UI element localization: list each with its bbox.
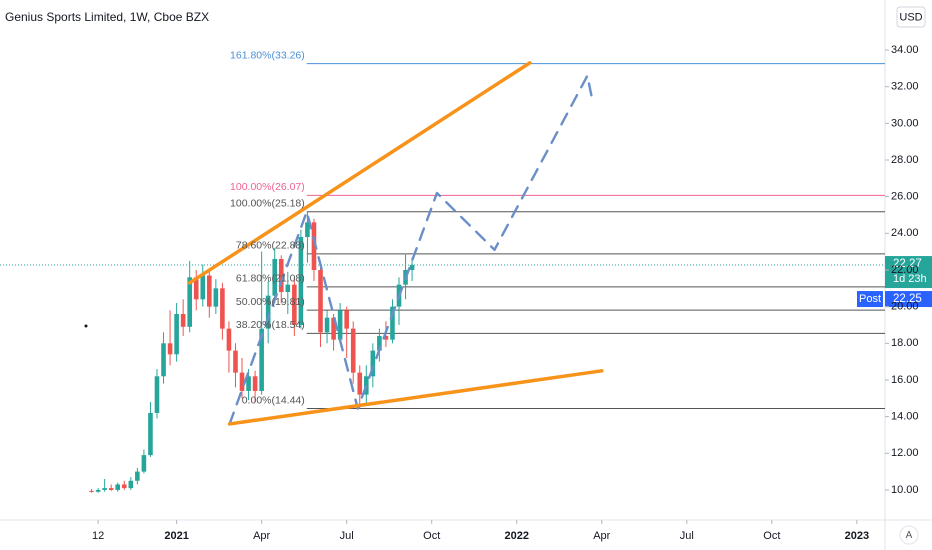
last-price-box (885, 256, 932, 289)
candle-body (128, 480, 134, 489)
candle-body (167, 343, 173, 355)
candle-body (265, 295, 271, 329)
y-tick-label: 22.00 (891, 264, 919, 276)
fib-level-label: 0.00%(14.44) (242, 394, 305, 406)
candle-body (278, 258, 284, 292)
projection-path (228, 74, 594, 426)
y-tick-label: 20.00 (891, 301, 919, 313)
candle-body (115, 484, 121, 490)
x-tick-label: Jul (340, 530, 354, 542)
x-tick-label: Oct (763, 530, 780, 542)
x-tick-label: Oct (423, 530, 440, 542)
fib-level-label: 50.00%(19.81) (236, 296, 305, 308)
candle-body (200, 275, 206, 300)
fib-level-label: 161.80%(33.26) (230, 49, 305, 61)
candle-body (239, 372, 245, 391)
currency-label[interactable]: USD (899, 11, 922, 23)
y-tick-label: 34.00 (891, 44, 919, 56)
candle-body (311, 222, 317, 270)
post-price-label: 22.25 (893, 293, 922, 305)
last-price-label: 22.27 (893, 258, 922, 270)
candle-body (220, 288, 225, 329)
y-tick-label: 28.00 (891, 154, 919, 166)
x-tick-label: 2022 (504, 530, 528, 542)
y-tick-label: 24.00 (891, 227, 919, 239)
candle-body (95, 489, 101, 492)
candle-body (331, 317, 336, 340)
y-tick-label: 30.00 (891, 117, 919, 129)
chart-title: Genius Sports Limited, 1W, Cboe BZX (5, 10, 209, 24)
candle-body (377, 335, 382, 351)
candle-body (259, 328, 264, 391)
lower-trendline (227, 369, 604, 426)
fib-level-label: 38.20%(18.54) (236, 319, 305, 331)
candle-body (252, 376, 258, 391)
y-tick-label: 14.00 (891, 411, 919, 423)
upper-trendline (187, 61, 532, 285)
candle-body (246, 376, 251, 391)
candle-body (161, 343, 166, 377)
y-tick-label: 12.00 (891, 447, 919, 459)
x-tick-label: Apr (593, 530, 610, 542)
candle-body (187, 277, 192, 327)
y-tick-label: 26.00 (891, 191, 919, 203)
candle-body (135, 471, 140, 481)
candle-body (233, 350, 238, 373)
candle-body (207, 275, 212, 307)
candle-body (292, 284, 297, 325)
candle-body (89, 490, 94, 492)
y-tick-label: 10.00 (891, 484, 919, 496)
candle-body (318, 269, 323, 333)
y-tick-label: 16.00 (891, 374, 919, 386)
x-tick-label: 2021 (164, 530, 188, 542)
candle-body (193, 277, 199, 300)
candle-body (324, 317, 330, 333)
candle-body (180, 313, 186, 327)
candle-body (337, 310, 343, 340)
candle-body (108, 488, 114, 490)
auto-scale-button[interactable] (899, 525, 919, 545)
y-tick-label: 18.00 (891, 337, 919, 349)
currency-button[interactable] (896, 6, 926, 28)
marker-dot (84, 324, 88, 328)
candle-body (213, 288, 219, 307)
x-tick-label: 12 (92, 530, 104, 542)
candle-body (272, 258, 278, 296)
candle-body (285, 284, 291, 292)
candle-body (102, 488, 107, 490)
candle-body (409, 265, 415, 270)
candle-body (298, 236, 304, 325)
candle-body (344, 310, 349, 329)
fib-level-label: 61.80%(21.08) (236, 273, 305, 285)
candle-body (121, 484, 127, 489)
candle-body (370, 350, 376, 377)
x-tick-label: Apr (253, 530, 270, 542)
candle-body (383, 335, 389, 340)
x-tick-label: Jul (680, 530, 694, 542)
post-price-box (885, 291, 932, 308)
candle-body (141, 455, 147, 472)
candle-body (350, 328, 356, 373)
candle-body (174, 313, 179, 355)
candle-body (154, 376, 160, 413)
candle-body (357, 372, 363, 395)
fib-level-label: 100.00%(25.18) (230, 197, 305, 209)
candle-body (305, 222, 310, 237)
fib-level-label: 78.60%(22.88) (236, 240, 305, 252)
candle-body (390, 306, 395, 340)
fib-level-label: 100.00%(26.07) (230, 181, 305, 193)
candle-body (226, 328, 232, 351)
countdown-label: 1d 23h (893, 273, 927, 285)
auto-scale-label[interactable]: A (906, 530, 913, 541)
candle-body (148, 412, 153, 456)
post-tag-label: Post (859, 293, 881, 305)
post-tag-box (857, 291, 883, 308)
x-tick-label: 2023 (845, 530, 869, 542)
y-tick-label: 32.00 (891, 81, 919, 93)
